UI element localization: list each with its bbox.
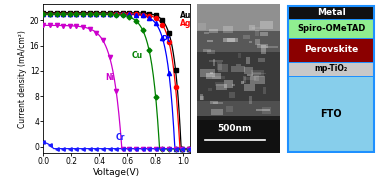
Bar [249, 25, 255, 30]
Bar [236, 64, 242, 66]
Bar [258, 58, 265, 62]
Bar [243, 77, 256, 80]
Bar [210, 101, 218, 104]
Bar [244, 84, 254, 91]
Bar [249, 41, 253, 43]
Bar [252, 27, 260, 29]
Bar [225, 80, 233, 88]
Bar [223, 26, 233, 33]
Bar [207, 40, 213, 42]
Bar [200, 96, 204, 100]
Bar [197, 101, 280, 116]
Bar [254, 75, 259, 81]
Bar [261, 45, 266, 54]
Bar [211, 109, 223, 115]
Bar [209, 29, 218, 33]
Text: 500nm: 500nm [218, 124, 252, 133]
Bar [197, 120, 280, 153]
Bar [263, 87, 266, 94]
Bar [207, 50, 215, 54]
Bar [238, 53, 241, 58]
Text: Perovskite: Perovskite [304, 45, 358, 54]
Bar [226, 106, 232, 112]
Bar [200, 95, 203, 100]
Bar [260, 32, 268, 36]
Bar [209, 60, 223, 62]
Text: FTO: FTO [320, 109, 342, 118]
Bar [262, 108, 271, 114]
Bar [231, 84, 235, 86]
Bar [243, 35, 250, 38]
Text: Ni: Ni [105, 73, 114, 82]
Bar [266, 46, 278, 48]
Bar [257, 44, 268, 48]
Bar [247, 74, 253, 76]
Bar [229, 92, 234, 98]
Bar [246, 57, 250, 64]
Bar [197, 116, 280, 153]
Bar [203, 49, 211, 52]
Bar [288, 76, 374, 152]
Bar [213, 59, 215, 66]
Bar [288, 6, 374, 19]
Text: Ag: Ag [180, 19, 192, 28]
Bar [255, 39, 260, 45]
Bar [249, 96, 252, 104]
Bar [231, 66, 245, 72]
Text: Pt: Pt [161, 35, 170, 44]
Text: Spiro-OMeTAD: Spiro-OMeTAD [297, 24, 366, 33]
Bar [243, 76, 246, 83]
Bar [198, 23, 206, 30]
Text: Cu: Cu [132, 50, 143, 60]
Bar [197, 52, 280, 101]
Bar [254, 73, 266, 74]
Bar [208, 88, 212, 91]
Text: mp-TiO₂: mp-TiO₂ [314, 64, 348, 73]
Bar [215, 82, 224, 86]
Y-axis label: Current density (mA/cm²): Current density (mA/cm²) [18, 30, 27, 128]
Bar [256, 109, 270, 111]
Bar [206, 73, 221, 79]
Bar [212, 76, 225, 79]
Bar [288, 62, 374, 76]
Bar [288, 19, 374, 38]
Bar [210, 72, 212, 74]
Bar [260, 21, 273, 29]
Bar [218, 64, 228, 72]
Bar [197, 31, 280, 52]
Bar [204, 32, 209, 34]
Bar [288, 38, 374, 62]
Bar [213, 102, 223, 104]
Bar [200, 69, 215, 77]
Bar [241, 81, 244, 84]
Text: Metal: Metal [317, 8, 345, 17]
Bar [251, 70, 265, 77]
Bar [252, 72, 261, 75]
Bar [197, 4, 280, 31]
Bar [255, 30, 259, 36]
Bar [228, 38, 239, 42]
Text: Au: Au [180, 11, 192, 20]
X-axis label: Voltage(V): Voltage(V) [93, 168, 140, 177]
Bar [217, 62, 222, 70]
Text: Cr: Cr [116, 133, 125, 142]
Bar [217, 84, 227, 90]
Bar [223, 38, 235, 42]
Bar [250, 76, 265, 84]
Bar [244, 67, 253, 74]
